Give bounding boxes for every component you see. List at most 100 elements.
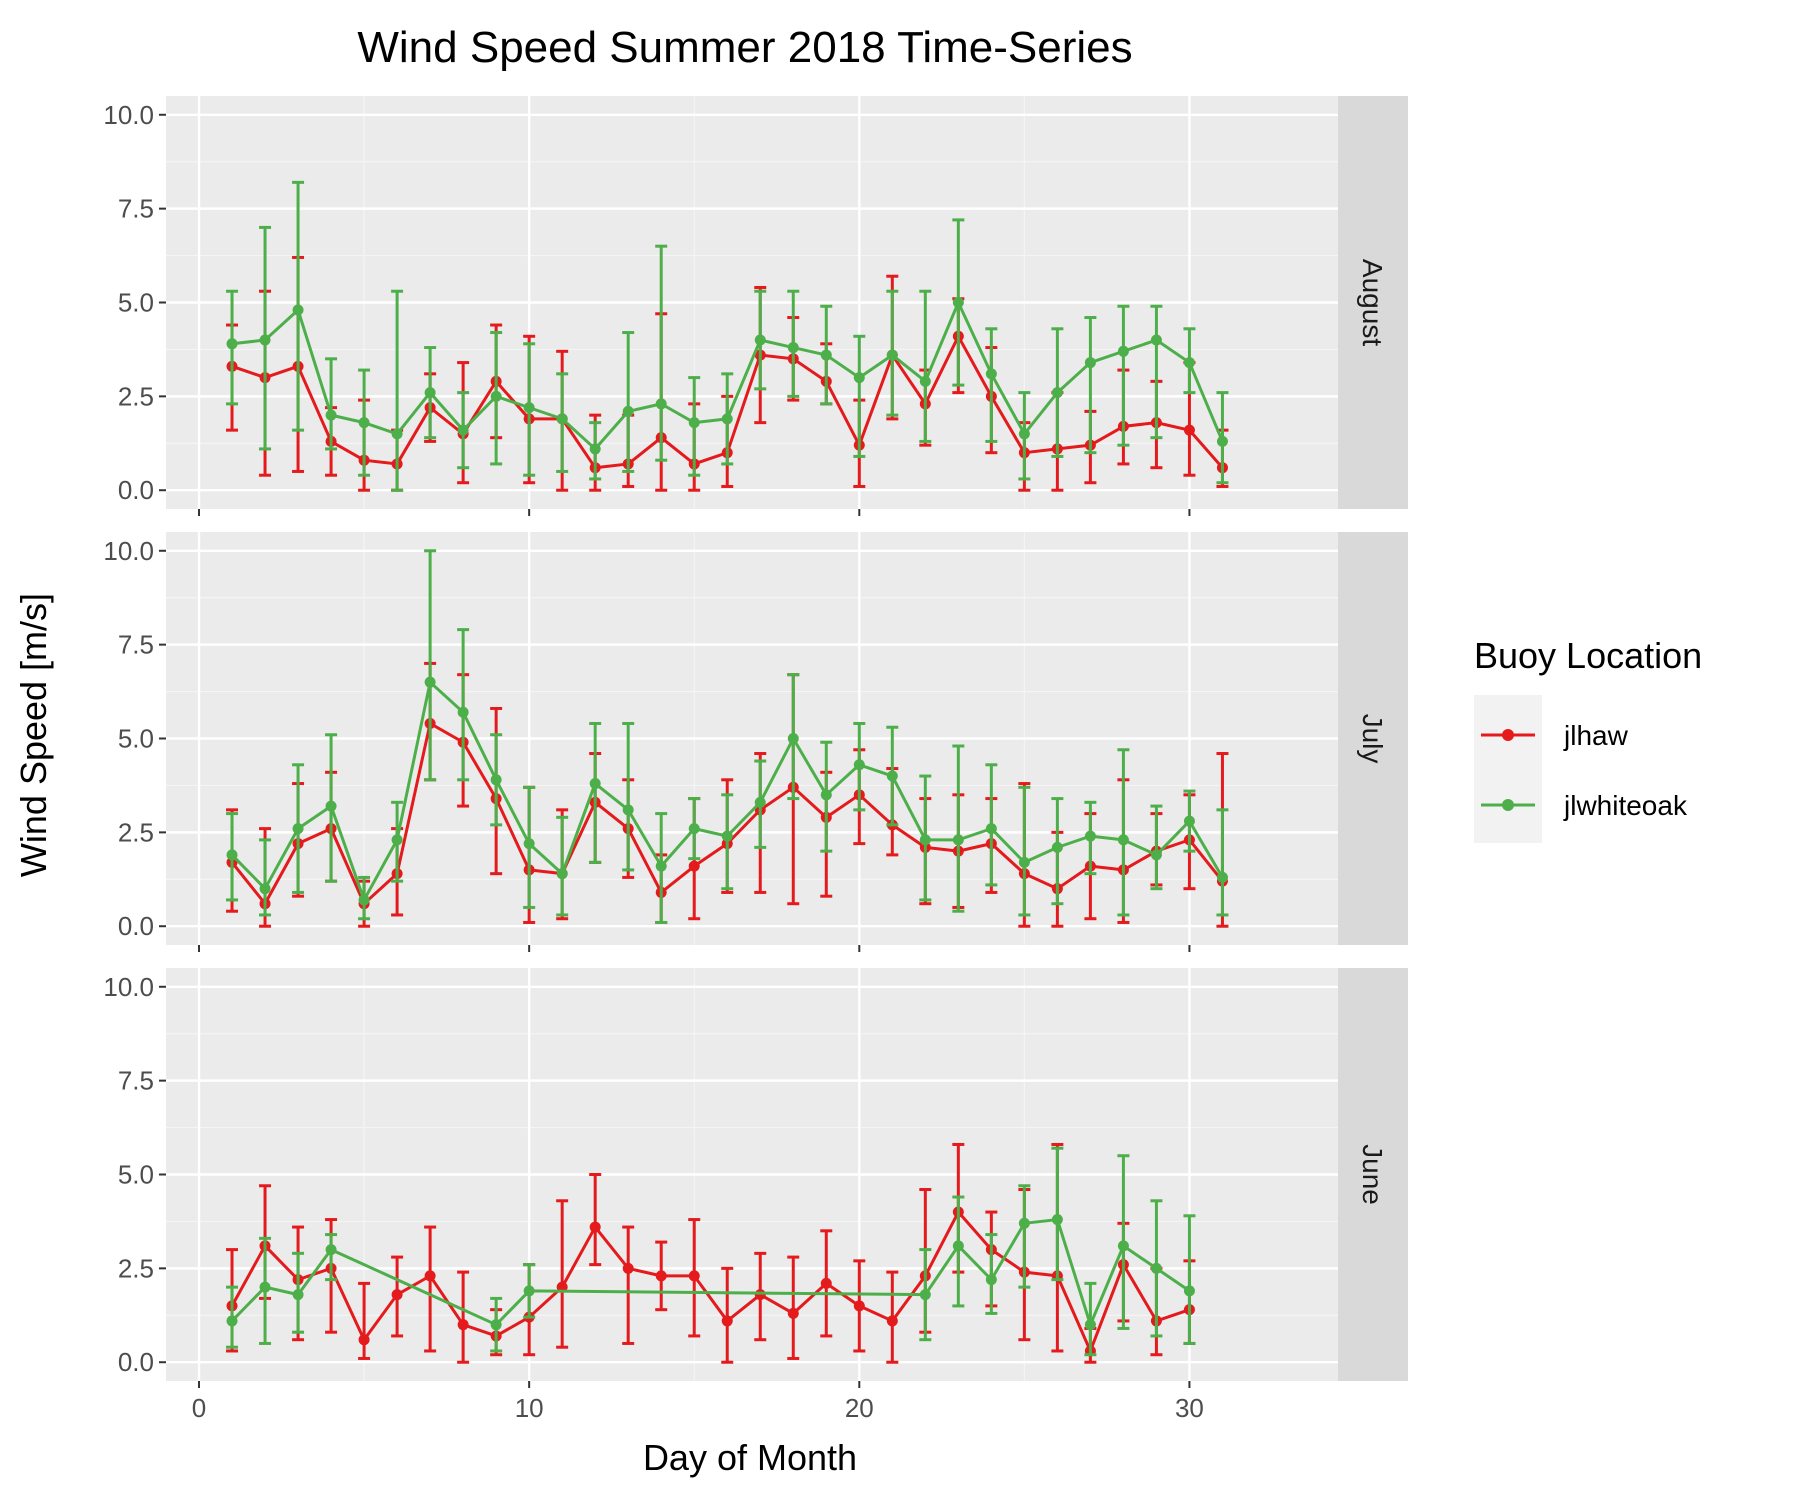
data-point-jlwhiteoak — [1117, 345, 1129, 357]
data-point-jlhaw — [655, 1270, 667, 1282]
data-point-jlwhiteoak — [226, 1315, 238, 1327]
data-point-jlwhiteoak — [556, 413, 568, 425]
data-point-jlwhiteoak — [424, 676, 436, 688]
legend: Buoy Location jlhaw jlwhiteoak — [1474, 635, 1702, 843]
data-point-jlwhiteoak — [721, 413, 733, 425]
data-point-jlhaw — [787, 1307, 799, 1319]
facet-strip-july — [1338, 532, 1408, 945]
legend-key-jlwhiteoak-point — [1502, 799, 1514, 811]
data-point-jlwhiteoak — [886, 770, 898, 782]
data-point-jlwhiteoak — [457, 706, 469, 718]
data-point-jlwhiteoak — [622, 804, 634, 816]
data-point-jlwhiteoak — [1018, 856, 1030, 868]
y-axis-title: Wind Speed [m/s] — [13, 593, 54, 877]
y-tick-label: 2.5 — [118, 1253, 154, 1283]
y-tick-label: 7.5 — [118, 1066, 154, 1096]
data-point-jlwhiteoak — [457, 424, 469, 436]
data-point-jlwhiteoak — [820, 789, 832, 801]
chart-title: Wind Speed Summer 2018 Time-Series — [357, 23, 1132, 72]
y-tick-label: 5.0 — [118, 1160, 154, 1190]
data-point-jlhaw — [886, 1315, 898, 1327]
legend-label-jlwhiteoak: jlwhiteoak — [1563, 790, 1688, 821]
data-point-jlwhiteoak — [325, 1244, 337, 1256]
data-point-jlwhiteoak — [655, 398, 667, 410]
x-tick-label: 10 — [515, 1393, 544, 1423]
data-point-jlwhiteoak — [490, 774, 502, 786]
data-point-jlwhiteoak — [325, 800, 337, 812]
series-line-jlhaw — [230, 1210, 1190, 1353]
data-point-jlwhiteoak — [523, 838, 535, 850]
facet-strip-label: June — [1357, 1144, 1388, 1205]
data-point-jlwhiteoak — [358, 894, 370, 906]
data-point-jlwhiteoak — [490, 390, 502, 402]
legend-label-jlhaw: jlhaw — [1563, 720, 1629, 751]
y-tick-label: 0.0 — [118, 475, 154, 505]
data-point-jlwhiteoak — [226, 849, 238, 861]
x-tick-label: 20 — [845, 1393, 874, 1423]
data-point-jlwhiteoak — [754, 796, 766, 808]
y-tick-label: 10.0 — [103, 536, 154, 566]
data-point-jlwhiteoak — [952, 297, 964, 308]
y-tick-label: 2.5 — [118, 381, 154, 411]
data-point-jlhaw — [457, 1319, 469, 1331]
y-tick-label: 5.0 — [118, 288, 154, 318]
data-point-jlwhiteoak — [787, 733, 799, 744]
data-point-jlwhiteoak — [688, 823, 700, 835]
data-point-jlwhiteoak — [1084, 1319, 1096, 1331]
x-tick-label: 30 — [1175, 1393, 1204, 1423]
data-point-jlwhiteoak — [490, 1319, 502, 1331]
data-point-jlwhiteoak — [292, 1289, 304, 1301]
data-point-jlwhiteoak — [985, 368, 997, 380]
data-point-jlhaw — [622, 1262, 634, 1274]
facet-panels: 0.0 2.5 5.0 7.5 10.0 August 0.0 2.5 5.0 7.5 10.0 Ju… — [103, 96, 1408, 1423]
data-point-jlwhiteoak — [1084, 357, 1096, 369]
data-point-jlwhiteoak — [1150, 1262, 1162, 1274]
data-point-jlwhiteoak — [1150, 849, 1162, 861]
legend-key-background — [1474, 695, 1542, 843]
data-point-jlwhiteoak — [1150, 334, 1162, 346]
data-point-jlwhiteoak — [292, 823, 304, 835]
y-tick-label: 10.0 — [103, 100, 154, 130]
panel-july: 0.0 2.5 5.0 7.5 10.0 July — [103, 532, 1408, 952]
data-point-jlwhiteoak — [853, 372, 865, 384]
data-point-jlwhiteoak — [259, 1281, 271, 1293]
data-point-jlwhiteoak — [622, 405, 634, 417]
data-point-jlwhiteoak — [1183, 815, 1195, 827]
data-point-jlwhiteoak — [589, 443, 601, 455]
data-point-jlwhiteoak — [919, 834, 931, 846]
y-tick-label: 10.0 — [103, 972, 154, 1002]
data-point-jlwhiteoak — [952, 1240, 964, 1252]
data-point-jlhaw — [358, 1334, 370, 1346]
facet-strip-august — [1338, 96, 1408, 509]
facet-strip-label: August — [1357, 259, 1388, 346]
data-point-jlwhiteoak — [1216, 435, 1228, 447]
data-point-jlwhiteoak — [1018, 428, 1030, 440]
y-tick-label: 7.5 — [118, 194, 154, 224]
data-point-jlwhiteoak — [259, 883, 271, 895]
data-point-jlwhiteoak — [952, 834, 964, 846]
data-point-jlhaw — [721, 1315, 733, 1327]
data-point-jlwhiteoak — [1117, 1240, 1129, 1252]
data-point-jlwhiteoak — [985, 1274, 997, 1286]
panel-june: 0.0 2.5 5.0 7.5 10.0 June 0 10 20 30 — [103, 968, 1408, 1423]
facet-strip-label: July — [1357, 714, 1388, 764]
data-point-jlhaw — [688, 1270, 700, 1282]
data-point-jlhaw — [754, 1289, 766, 1301]
data-point-jlwhiteoak — [523, 402, 535, 414]
legend-key-jlhaw-point — [1502, 729, 1514, 741]
data-point-jlhaw — [424, 1270, 436, 1282]
data-point-jlwhiteoak — [1018, 1217, 1030, 1229]
data-point-jlwhiteoak — [391, 834, 403, 846]
data-point-jlwhiteoak — [589, 778, 601, 790]
data-point-jlwhiteoak — [820, 349, 832, 361]
data-point-jlwhiteoak — [853, 759, 865, 771]
panel-august: 0.0 2.5 5.0 7.5 10.0 August — [103, 96, 1408, 516]
data-point-jlwhiteoak — [919, 1289, 931, 1301]
data-point-jlwhiteoak — [754, 334, 766, 346]
data-point-jlwhiteoak — [919, 375, 931, 387]
legend-title: Buoy Location — [1474, 635, 1702, 676]
data-point-jlhaw — [688, 860, 700, 872]
data-point-jlwhiteoak — [886, 349, 898, 361]
data-point-jlwhiteoak — [226, 338, 238, 350]
